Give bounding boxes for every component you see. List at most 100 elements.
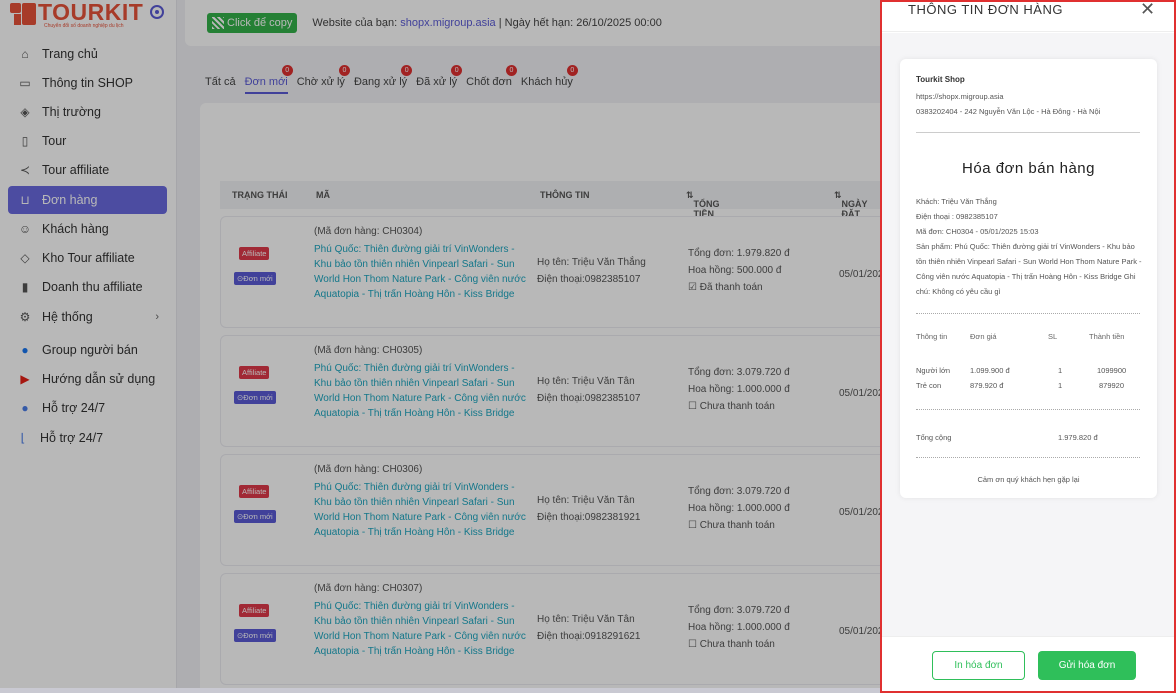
site-url-link[interactable]: shopx.migroup.asia bbox=[400, 17, 496, 29]
modal-backdrop[interactable] bbox=[0, 0, 880, 693]
divider bbox=[916, 313, 1140, 314]
sidebar-item-system[interactable]: ⚙ Hệ thống › bbox=[8, 303, 167, 331]
invoice: Tourkit Shop https://shopx.migroup.asia … bbox=[900, 59, 1157, 498]
customer-name: Họ tên: Triệu Văn Tân bbox=[537, 495, 635, 506]
invoice-total-label: Tổng cộng bbox=[916, 433, 952, 442]
tour-title-link[interactable]: Phú Quốc: Thiên đường giải trí VinWonder… bbox=[314, 244, 526, 300]
sidebar-item-label: Đơn hàng bbox=[42, 193, 98, 207]
tab-count-badge: 0 bbox=[505, 65, 517, 76]
invoice-line-amount: 879920 bbox=[1099, 381, 1125, 390]
order-commission: Hoa hồng: 1.000.000 đ bbox=[688, 622, 790, 633]
logo[interactable]: TOURKIT Chuyển đổi số doanh nghiệp du lị… bbox=[10, 1, 143, 31]
tab-label: Đang xử lý bbox=[353, 76, 408, 88]
tab-processed[interactable]: Đã xử lý 0 bbox=[416, 65, 463, 94]
tour-title-link[interactable]: Phú Quốc: Thiên đường giải trí VinWonder… bbox=[314, 601, 526, 657]
tour-title-link[interactable]: Phú Quốc: Thiên đường giải trí VinWonder… bbox=[314, 363, 526, 419]
sidebar-item-support[interactable]: ⌊ Hỗ trợ 24/7 bbox=[8, 424, 167, 452]
column-header-status: TRẠNG THÁI bbox=[232, 190, 288, 200]
sidebar: TOURKIT Chuyển đổi số doanh nghiệp du lị… bbox=[0, 0, 177, 693]
tab-count-badge: 0 bbox=[401, 65, 413, 76]
sidebar-item-label: Hệ thống bbox=[42, 310, 93, 324]
invoice-line-info: Trẻ con bbox=[916, 381, 942, 390]
sidebar-item-market[interactable]: ◈ Thị trường bbox=[8, 98, 167, 126]
tour-title-link[interactable]: Phú Quốc: Thiên đường giải trí VinWonder… bbox=[314, 482, 526, 538]
status-badge: ⊙Đơn mới bbox=[234, 391, 276, 404]
sidebar-item-tour[interactable]: ▯ Tour bbox=[8, 127, 167, 155]
close-icon[interactable]: ✕ bbox=[1140, 0, 1156, 19]
tab-closed[interactable]: Chốt đơn 0 bbox=[466, 65, 517, 94]
layers-icon: ◈ bbox=[20, 105, 30, 119]
tab-new[interactable]: Đơn mới 0 bbox=[244, 65, 293, 94]
order-code: (Mã đơn hàng: CH0307) bbox=[314, 583, 423, 594]
sidebar-item-customers[interactable]: ☺ Khách hàng bbox=[8, 215, 167, 243]
customer-info: Họ tên: Triệu Văn Tân Điện thoại:09823851… bbox=[537, 373, 640, 407]
order-tabs: Tất cả Đơn mới 0 Chờ xử lý 0 Đang xử lý 0 Đ… bbox=[205, 65, 582, 94]
affiliate-badge: Affiliate bbox=[239, 247, 270, 260]
divider bbox=[916, 457, 1140, 458]
sidebar-item-orders[interactable]: ⊔ Đơn hàng bbox=[8, 186, 167, 214]
invoice-shop-name: Tourkit Shop bbox=[916, 75, 965, 84]
tab-count-badge: 0 bbox=[451, 65, 463, 76]
divider bbox=[916, 132, 1140, 133]
order-totals: Tổng đơn: 3.079.720 đ Hoa hồng: 1.000.000… bbox=[688, 364, 790, 415]
invoice-line-price: 879.920 đ bbox=[970, 381, 1004, 390]
cart-icon: ⊔ bbox=[20, 193, 30, 207]
sidebar-item-label: Group người bán bbox=[42, 343, 138, 357]
youtube-icon: ▶ bbox=[20, 372, 30, 386]
sidebar-item-guide[interactable]: ▶ Hướng dẫn sử dụng bbox=[8, 365, 167, 393]
logo-mark-icon bbox=[10, 1, 36, 27]
invoice-title: Hóa đơn bán hàng bbox=[962, 160, 1095, 177]
sidebar-item-seller-group[interactable]: ● Group người bán bbox=[8, 336, 167, 364]
invoice-total-value: 1.979.820 đ bbox=[1058, 433, 1098, 442]
sidebar-item-label: Hướng dẫn sử dụng bbox=[42, 372, 156, 386]
order-code: (Mã đơn hàng: CH0306) bbox=[314, 464, 423, 475]
customer-phone: Điện thoại:0982381921 bbox=[537, 512, 641, 523]
facebook-icon: ● bbox=[21, 343, 29, 357]
sidebar-item-shop-info[interactable]: ▭ Thông tin SHOP bbox=[8, 69, 167, 97]
invoice-line-qty: 1 bbox=[1058, 366, 1063, 375]
tab-count-badge: 0 bbox=[338, 65, 350, 76]
box-icon: ◇ bbox=[20, 251, 30, 265]
order-date: 05/01/2025 1 bbox=[839, 388, 898, 399]
customer-info: Họ tên: Triệu Văn Tân Điện thoại:09823819… bbox=[537, 492, 640, 526]
send-invoice-button[interactable]: Gửi hóa đơn bbox=[1038, 651, 1136, 680]
invoice-product: Sản phẩm: Phú Quốc: Thiên đường giải trí… bbox=[916, 242, 1142, 296]
column-header-total[interactable]: ⇅ TỔNG TIỀN bbox=[686, 190, 720, 219]
sidebar-item-home[interactable]: ⌂ Trang chủ bbox=[8, 40, 167, 68]
invoice-shop-address: 0383202404 - 242 Nguyễn Văn Lộc - Hà Đôn… bbox=[916, 107, 1101, 116]
copy-link-button[interactable]: Click để copy bbox=[207, 13, 298, 33]
print-invoice-button[interactable]: In hóa đơn bbox=[932, 651, 1025, 680]
order-totals: Tổng đơn: 3.079.720 đ Hoa hồng: 1.000.000… bbox=[688, 602, 790, 653]
sidebar-item-label: Doanh thu affiliate bbox=[42, 280, 143, 294]
qr-code-icon bbox=[212, 17, 224, 29]
payment-status: ☐ Chưa thanh toán bbox=[688, 520, 775, 531]
status-badge-label: Đơn mới bbox=[243, 393, 273, 402]
tab-all[interactable]: Tất cả bbox=[205, 76, 236, 94]
customer-name: Họ tên: Triệu Văn Thắng bbox=[537, 257, 646, 268]
send-invoice-label: Gửi hóa đơn bbox=[1058, 660, 1116, 671]
sidebar-item-support-messenger[interactable]: ● Hỗ trợ 24/7 bbox=[8, 394, 167, 422]
site-info: Website của bạn: shopx.migroup.asia | Ng… bbox=[312, 17, 661, 29]
invoice-customer: Khách: Triệu Văn Thắng bbox=[916, 197, 997, 206]
sidebar-item-affiliate-store[interactable]: ◇ Kho Tour affiliate bbox=[8, 244, 167, 272]
invoice-header-amount: Thành tiền bbox=[1089, 332, 1125, 341]
tab-label: Chốt đơn bbox=[466, 76, 512, 88]
affiliate-badge: Affiliate bbox=[239, 604, 270, 617]
status-badge-label: Đơn mới bbox=[243, 274, 273, 283]
column-header-date[interactable]: ⇅ NGÀY ĐẶT bbox=[834, 190, 868, 219]
tab-label: Đã xử lý bbox=[416, 76, 458, 88]
order-commission: Hoa hồng: 1.000.000 đ bbox=[688, 384, 790, 395]
tab-cancelled[interactable]: Khách hủy 0 bbox=[521, 65, 578, 94]
invoice-header-info: Thông tin bbox=[916, 332, 948, 341]
status-badge-label: Đơn mới bbox=[243, 512, 273, 521]
settings-circle-icon[interactable] bbox=[150, 5, 164, 19]
tab-pending[interactable]: Chờ xử lý 0 bbox=[297, 65, 350, 94]
sidebar-item-label: Hỗ trợ 24/7 bbox=[40, 431, 104, 445]
order-total: Tổng đơn: 1.979.820 đ bbox=[688, 248, 790, 259]
sidebar-item-label: Thông tin SHOP bbox=[42, 76, 134, 90]
tab-processing[interactable]: Đang xử lý 0 bbox=[353, 65, 413, 94]
sidebar-item-affiliate-revenue[interactable]: ▮ Doanh thu affiliate bbox=[8, 273, 167, 301]
sidebar-item-tour-affiliate[interactable]: ≺ Tour affiliate bbox=[8, 156, 167, 184]
status-badge: ⊙Đơn mới bbox=[234, 272, 276, 285]
order-total: Tổng đơn: 3.079.720 đ bbox=[688, 367, 790, 378]
